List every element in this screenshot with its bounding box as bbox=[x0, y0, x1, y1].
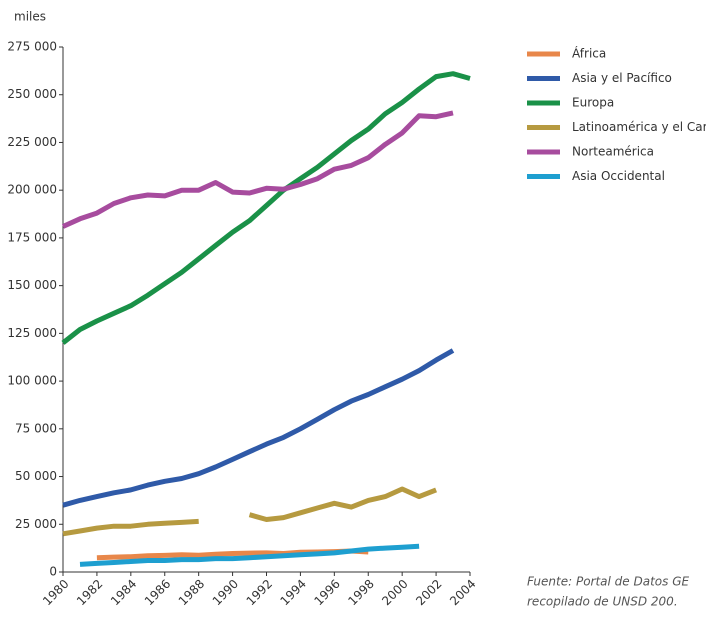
legend-label: África bbox=[572, 46, 606, 61]
x-tick-label: 1992 bbox=[244, 577, 275, 608]
x-tick-label: 1996 bbox=[311, 577, 342, 608]
x-tick-label: 1984 bbox=[108, 577, 139, 608]
x-tick-label: 1980 bbox=[40, 577, 71, 608]
x-tick-label: 1988 bbox=[176, 577, 207, 608]
y-axis-label: miles bbox=[14, 10, 46, 24]
series-line bbox=[61, 71, 471, 345]
source-note: Fuente: Portal de Datos GE bbox=[527, 575, 689, 589]
y-tick-label: 150 000 bbox=[7, 278, 57, 292]
legend-label: Asia Occidental bbox=[572, 169, 665, 183]
y-tick-label: 25 000 bbox=[15, 517, 57, 531]
y-tick-label: 50 000 bbox=[15, 469, 57, 483]
x-tick-label: 2004 bbox=[447, 577, 478, 608]
y-tick-label: 125 000 bbox=[7, 326, 57, 340]
source-note: recopilado de UNSD 200. bbox=[527, 595, 678, 609]
x-tick-label: 1990 bbox=[210, 577, 241, 608]
y-tick-label: 0 bbox=[49, 565, 57, 579]
y-tick-label: 175 000 bbox=[7, 230, 57, 244]
x-tick-label: 2002 bbox=[413, 577, 444, 608]
legend-label: Norteamérica bbox=[572, 145, 654, 159]
y-tick-label: 250 000 bbox=[7, 87, 57, 101]
x-tick-label: 1998 bbox=[345, 577, 376, 608]
series-line bbox=[62, 348, 455, 508]
x-tick-label: 1982 bbox=[74, 577, 105, 608]
series-line bbox=[79, 543, 420, 567]
y-tick-label: 225 000 bbox=[7, 135, 57, 149]
x-tick-label: 1986 bbox=[142, 577, 173, 608]
y-tick-label: 200 000 bbox=[7, 183, 57, 197]
legend-label: Asia y el Pacífico bbox=[572, 71, 672, 85]
x-tick-label: 2000 bbox=[379, 577, 410, 608]
y-tick-label: 100 000 bbox=[7, 374, 57, 388]
y-tick-label: 275 000 bbox=[7, 40, 57, 54]
legend-label: Europa bbox=[572, 96, 614, 110]
x-tick-label: 1994 bbox=[278, 577, 309, 608]
series-line bbox=[61, 110, 454, 229]
y-tick-label: 75 000 bbox=[15, 421, 57, 435]
legend-label: Latinoamérica y el Caribe bbox=[572, 120, 706, 134]
series-line bbox=[62, 486, 438, 537]
